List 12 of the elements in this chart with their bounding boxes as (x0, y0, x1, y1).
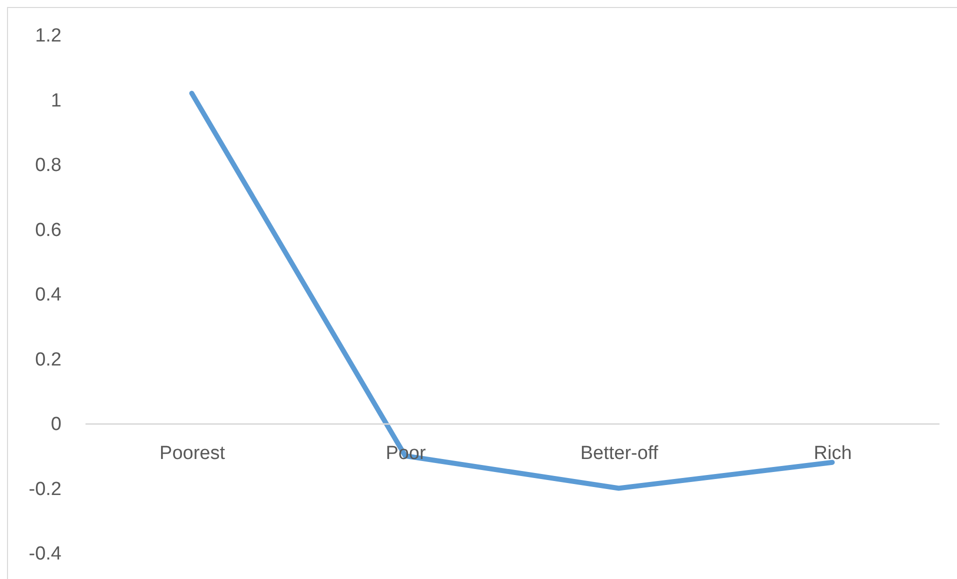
y-tick-label: 1 (50, 90, 62, 112)
x-tick-label: Rich (814, 443, 852, 464)
y-tick-label: 0.4 (35, 284, 62, 306)
y-tick-label: 0.8 (35, 155, 62, 176)
y-tick-label: 0.2 (35, 349, 62, 370)
y-tick-label: -0.2 (28, 478, 62, 500)
x-tick-label: Better-off (580, 443, 659, 464)
y-tick-label: 0.6 (35, 220, 62, 241)
y-tick-label: -0.4 (28, 544, 62, 564)
x-tick-label: Poorest (160, 443, 226, 464)
y-tick-label: 0 (50, 414, 62, 435)
y-tick-label: 1.2 (35, 26, 62, 46)
